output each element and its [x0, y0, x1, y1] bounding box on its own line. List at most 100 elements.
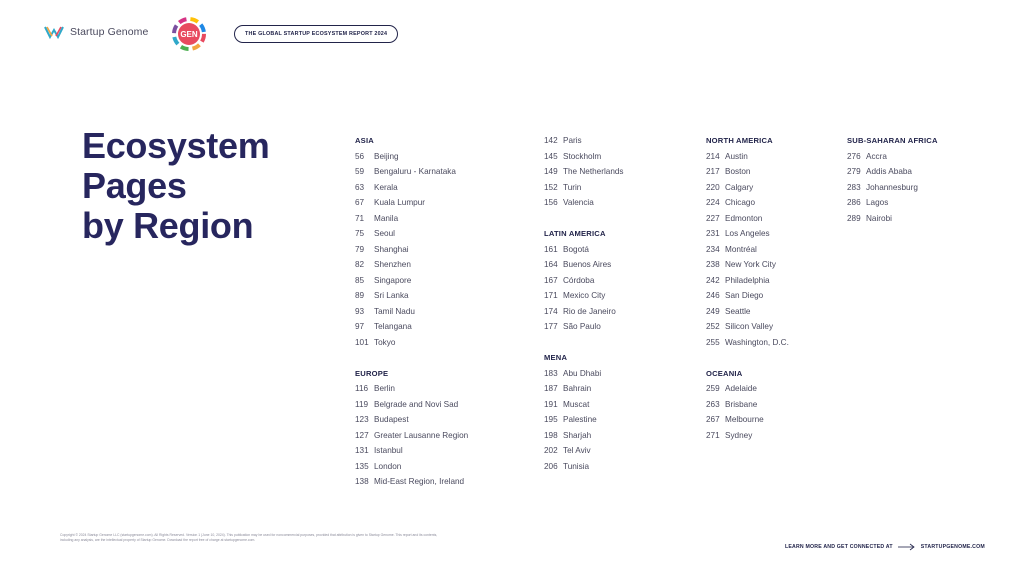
- ecosystem-entry[interactable]: 131 Istanbul: [355, 443, 468, 459]
- ecosystem-entry[interactable]: 234 Montréal: [706, 242, 789, 258]
- ecosystem-entry[interactable]: 142 Paris: [544, 133, 624, 149]
- ecosystem-name: Turin: [563, 182, 582, 192]
- ecosystem-entry[interactable]: 75 Seoul: [355, 226, 468, 242]
- ecosystem-name: Accra: [866, 151, 887, 161]
- region-heading: LATIN AMERICA: [544, 229, 606, 238]
- ecosystem-name: Berlin: [374, 384, 395, 393]
- page-number: 271: [706, 430, 720, 440]
- ecosystem-entry[interactable]: 82 Shenzhen: [355, 257, 468, 273]
- ecosystem-entry[interactable]: 56 Beijing: [355, 149, 468, 165]
- ecosystem-name: Chicago: [725, 198, 756, 207]
- ecosystem-entry[interactable]: 286 Lagos: [847, 195, 938, 211]
- ecosystem-name: Abu Dhabi: [563, 368, 602, 378]
- page-number: 89: [355, 291, 365, 300]
- title-line-3: by Region: [82, 205, 254, 246]
- ecosystem-entry[interactable]: 238 New York City: [706, 257, 789, 273]
- page-number: 177: [544, 322, 558, 331]
- ecosystem-name: Mid-East Region, Ireland: [374, 477, 465, 486]
- ecosystem-entry[interactable]: 135 London: [355, 459, 468, 475]
- ecosystem-name: Bengaluru - Karnataka: [374, 167, 456, 176]
- ecosystem-entry[interactable]: 198 Sharjah: [544, 428, 624, 444]
- region-spacer: [544, 335, 624, 351]
- ecosystem-name: Córdoba: [563, 275, 595, 285]
- page-number: 220: [706, 182, 720, 192]
- ecosystem-entry[interactable]: 252 Silicon Valley: [706, 319, 789, 335]
- ecosystem-entry[interactable]: 167 Córdoba: [544, 273, 624, 289]
- page-number: 276: [847, 151, 861, 161]
- ecosystem-entry[interactable]: 156 Valencia: [544, 195, 624, 211]
- page-number: 152: [544, 182, 558, 192]
- ecosystem-entry[interactable]: 283 Johannesburg: [847, 180, 938, 196]
- ecosystem-entry[interactable]: 195 Palestine: [544, 412, 624, 428]
- ecosystem-name: Melbourne: [725, 415, 764, 424]
- page-number: 63: [355, 182, 365, 192]
- page-number: 183: [544, 368, 558, 378]
- region-heading: EUROPE: [355, 368, 389, 378]
- website-link[interactable]: STARTUPGENOME.COM: [920, 544, 985, 550]
- page-number: 214: [706, 151, 720, 161]
- ecosystem-entry[interactable]: 267 Melbourne: [706, 412, 789, 428]
- ecosystem-entry[interactable]: 89 Sri Lanka: [355, 288, 468, 304]
- ecosystem-entry[interactable]: 224 Chicago: [706, 195, 789, 211]
- ecosystem-entry[interactable]: 145 Stockholm: [544, 149, 624, 165]
- learn-more: LEARN MORE AND GET CONNECTED AT STARTUPG…: [785, 543, 985, 551]
- ecosystem-name: New York City: [725, 260, 776, 269]
- ecosystem-entry[interactable]: 246 San Diego: [706, 288, 789, 304]
- ecosystem-entry[interactable]: 279 Addis Ababa: [847, 164, 938, 180]
- page-number: 156: [544, 198, 558, 207]
- page-number: 56: [355, 151, 365, 161]
- ecosystem-entry[interactable]: 152 Turin: [544, 180, 624, 196]
- ecosystem-entry[interactable]: 187 Bahrain: [544, 381, 624, 397]
- ecosystem-entry[interactable]: 138 Mid-East Region, Ireland: [355, 474, 468, 490]
- ecosystem-entry[interactable]: 97 Telangana: [355, 319, 468, 335]
- ecosystem-entry[interactable]: 116 Berlin: [355, 381, 468, 397]
- region-spacer: [706, 350, 789, 366]
- ecosystem-entry[interactable]: 161 Bogotá: [544, 242, 624, 258]
- ecosystem-name: Rio de Janeiro: [563, 306, 616, 316]
- ecosystem-entry[interactable]: 119 Belgrade and Novi Sad: [355, 397, 468, 413]
- ecosystem-entry[interactable]: 206 Tunisia: [544, 459, 624, 475]
- ecosystem-entry[interactable]: 259 Adelaide: [706, 381, 789, 397]
- ecosystem-name: Montréal: [725, 244, 757, 254]
- ecosystem-entry[interactable]: 276 Accra: [847, 149, 938, 165]
- ecosystem-name: Beijing: [374, 151, 399, 161]
- page-number: 145: [544, 151, 558, 161]
- ecosystem-entry[interactable]: 220 Calgary: [706, 180, 789, 196]
- startup-genome-logo-icon: [44, 26, 64, 40]
- ecosystem-entry[interactable]: 191 Muscat: [544, 397, 624, 413]
- ecosystem-entry[interactable]: 164 Buenos Aires: [544, 257, 624, 273]
- ecosystem-entry[interactable]: 171 Mexico City: [544, 288, 624, 304]
- ecosystem-entry[interactable]: 149 The Netherlands: [544, 164, 624, 180]
- ecosystem-name: Seoul: [374, 229, 395, 238]
- ecosystem-entry[interactable]: 249 Seattle: [706, 304, 789, 320]
- ecosystem-entry[interactable]: 271 Sydney: [706, 428, 789, 444]
- ecosystem-entry[interactable]: 93 Tamil Nadu: [355, 304, 468, 320]
- ecosystem-entry[interactable]: 59 Bengaluru - Karnataka: [355, 164, 468, 180]
- ecosystem-entry[interactable]: 71 Manila: [355, 211, 468, 227]
- page-number: 238: [706, 260, 720, 269]
- ecosystem-entry[interactable]: 67 Kuala Lumpur: [355, 195, 468, 211]
- ecosystem-entry[interactable]: 227 Edmonton: [706, 211, 789, 227]
- ecosystem-name: Belgrade and Novi Sad: [374, 399, 459, 409]
- ecosystem-entry[interactable]: 242 Philadelphia: [706, 273, 789, 289]
- ecosystem-entry[interactable]: 123 Budapest: [355, 412, 468, 428]
- ecosystem-entry[interactable]: 63 Kerala: [355, 180, 468, 196]
- ecosystem-name: Edmonton: [725, 213, 763, 223]
- ecosystem-entry[interactable]: 263 Brisbane: [706, 397, 789, 413]
- ecosystem-entry[interactable]: 127 Greater Lausanne Region: [355, 428, 468, 444]
- page-number: 234: [706, 244, 720, 254]
- ecosystem-entry[interactable]: 289 Nairobi: [847, 211, 938, 227]
- ecosystem-entry[interactable]: 101 Tokyo: [355, 335, 468, 351]
- ecosystem-entry[interactable]: 177 São Paulo: [544, 319, 624, 335]
- ecosystem-entry[interactable]: 174 Rio de Janeiro: [544, 304, 624, 320]
- page-number: 75: [355, 229, 365, 238]
- ecosystem-entry[interactable]: 217 Boston: [706, 164, 789, 180]
- ecosystem-entry[interactable]: 214 Austin: [706, 149, 789, 165]
- copyright-notice: Copyright © 2024 Startup Genome LLC (sta…: [60, 533, 438, 542]
- ecosystem-entry[interactable]: 231 Los Angeles: [706, 226, 789, 242]
- ecosystem-entry[interactable]: 183 Abu Dhabi: [544, 366, 624, 382]
- ecosystem-entry[interactable]: 202 Tel Aviv: [544, 443, 624, 459]
- ecosystem-entry[interactable]: 255 Washington, D.C.: [706, 335, 789, 351]
- ecosystem-entry[interactable]: 85 Singapore: [355, 273, 468, 289]
- ecosystem-entry[interactable]: 79 Shanghai: [355, 242, 468, 258]
